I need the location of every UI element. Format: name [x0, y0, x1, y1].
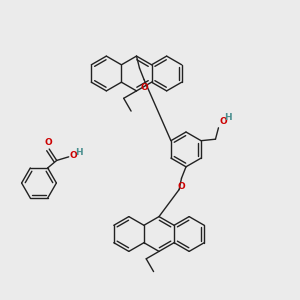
Text: O: O: [70, 152, 77, 160]
Text: O: O: [44, 138, 52, 147]
Text: O: O: [140, 83, 148, 92]
Text: O: O: [219, 117, 227, 126]
Text: O: O: [177, 182, 185, 191]
Text: H: H: [224, 113, 232, 122]
Text: H: H: [75, 148, 82, 157]
